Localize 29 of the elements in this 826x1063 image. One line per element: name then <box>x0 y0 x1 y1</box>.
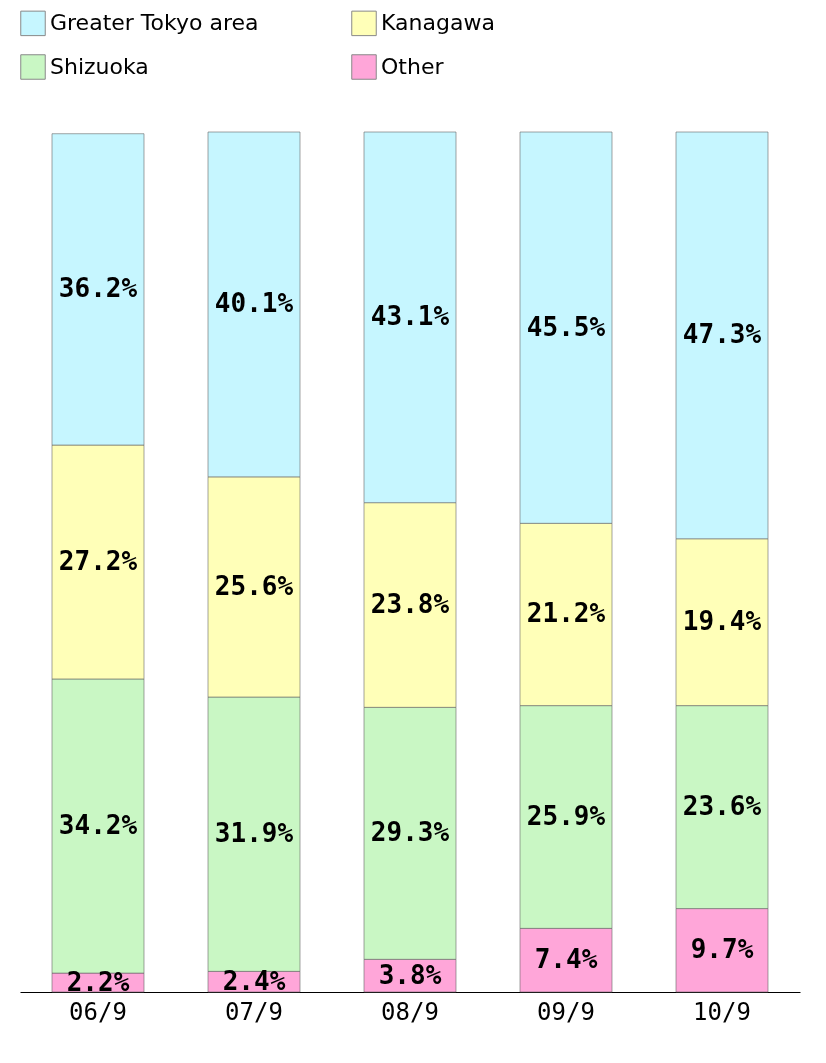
data-label: 25.6% <box>214 570 294 601</box>
data-label: 19.4% <box>682 606 762 637</box>
data-label: 27.2% <box>58 546 138 576</box>
legend-label: Kanagawa <box>381 10 495 36</box>
data-label: 45.5% <box>526 311 606 342</box>
data-label: 3.8% <box>378 959 442 990</box>
x-tick-label: 09/9 <box>537 997 595 1026</box>
data-label: 9.7% <box>690 934 754 965</box>
x-tick-label: 10/9 <box>693 997 751 1026</box>
legend-label: Other <box>381 54 445 79</box>
data-label: 21.2% <box>526 598 606 629</box>
legend-label: Greater Tokyo area <box>50 10 259 36</box>
data-label: 31.9% <box>214 818 294 849</box>
legend-label: Shizuoka <box>50 54 149 79</box>
data-label: 7.4% <box>534 944 598 975</box>
data-label: 43.1% <box>370 301 450 332</box>
data-label: 2.2% <box>66 966 130 997</box>
data-label: 36.2% <box>58 273 138 304</box>
data-label: 47.3% <box>682 319 762 350</box>
data-label: 2.4% <box>222 965 286 996</box>
data-label: 29.3% <box>370 817 450 848</box>
data-label: 34.2% <box>58 810 138 841</box>
x-tick-label: 06/9 <box>69 997 127 1026</box>
data-label: 23.8% <box>370 589 450 619</box>
data-label: 40.1% <box>214 288 294 319</box>
data-label: 25.9% <box>526 800 606 831</box>
data-label: 23.6% <box>682 791 762 822</box>
x-tick-label: 08/9 <box>381 997 439 1026</box>
x-tick-label: 07/9 <box>225 997 283 1026</box>
